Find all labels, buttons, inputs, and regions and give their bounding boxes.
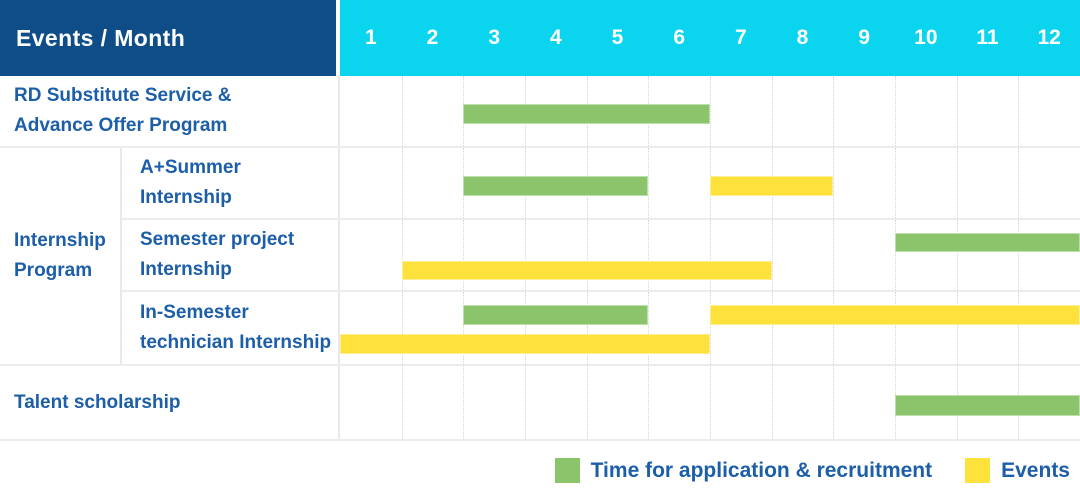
legend-swatch-application-icon	[554, 458, 580, 483]
row-label-cell: RD Substitute Service & Advance Offer Pro…	[0, 76, 340, 148]
chart-row	[340, 148, 1080, 220]
month-tick-1: 1	[364, 26, 377, 49]
month-gridline	[401, 220, 403, 290]
month-gridline	[771, 220, 773, 290]
row-label-line: Talent scholarship	[14, 391, 181, 413]
header-divider	[336, 0, 340, 76]
month-header-row: 1 2 3 4 5 6 7 8 9 10 11 12	[340, 0, 1080, 76]
row-label-line: Advance Offer Program	[14, 115, 228, 136]
month-gridline	[401, 76, 403, 146]
month-gridline	[586, 220, 588, 290]
month-gridline	[833, 148, 835, 218]
event-bar	[710, 304, 1080, 326]
month-gridline	[401, 292, 403, 364]
month-gridline	[956, 220, 958, 290]
month-gridline	[771, 76, 773, 146]
month-gridline	[648, 220, 650, 290]
month-gridline	[586, 292, 588, 364]
month-gridline	[895, 148, 896, 218]
month-gridline	[1018, 148, 1020, 218]
group-label-internship-program: Internship Program	[0, 148, 122, 366]
chart-row	[340, 366, 1080, 441]
legend-label-events: Events	[1001, 458, 1070, 482]
application-bar	[895, 232, 1080, 253]
month-tick-6: 6	[673, 26, 685, 49]
month-tick-9: 9	[858, 26, 870, 49]
month-gridline	[648, 366, 650, 439]
row-label-cell: Semester project Internship	[122, 220, 340, 292]
chart-row	[340, 220, 1080, 292]
row-label-cell: A+Summer Internship	[122, 148, 340, 220]
month-gridline	[401, 366, 403, 439]
application-bar	[895, 395, 1080, 417]
event-bar	[710, 176, 834, 197]
month-gridline	[463, 366, 465, 439]
month-gridline	[463, 220, 465, 290]
legend-swatch-events-icon	[965, 458, 991, 483]
row-label-cell: In-Semester technician Internship	[122, 292, 340, 366]
application-bar	[463, 104, 710, 125]
month-tick-10: 10	[914, 26, 938, 49]
row-label-line: Program	[14, 260, 93, 281]
month-gridline	[710, 76, 711, 146]
month-gridline	[895, 76, 896, 146]
row-label-line: Internship	[140, 259, 232, 280]
month-gridline	[956, 148, 958, 218]
page-title: Events / Month	[16, 24, 186, 51]
month-gridline	[895, 292, 896, 364]
month-gridline	[771, 366, 773, 439]
month-tick-5: 5	[611, 26, 624, 49]
month-gridline	[525, 366, 526, 439]
legend-label-application: Time for application & recruitment	[590, 458, 933, 482]
month-gridline	[833, 76, 835, 146]
month-tick-4: 4	[549, 26, 562, 49]
month-gridline	[401, 148, 403, 218]
month-gridline	[463, 292, 465, 364]
row-label-line: A+Summer	[140, 157, 241, 178]
chart-row	[340, 292, 1080, 366]
row-label-line: Internship	[14, 230, 106, 251]
row-label-line: RD Substitute Service &	[14, 85, 232, 106]
table-header: Events / Month 1 2 3 4 5 6 7 8 9 10 11 12	[0, 0, 1080, 76]
month-gridline	[525, 220, 526, 290]
chart-row	[340, 76, 1080, 148]
month-tick-11: 11	[976, 26, 999, 49]
row-label-line: Internship	[140, 187, 232, 208]
month-gridline	[1018, 76, 1020, 146]
row-label-line: Semester project	[140, 229, 295, 250]
row-label-line: technician Internship	[140, 332, 332, 353]
legend: Time for application & recruitment Event…	[0, 458, 1080, 483]
month-gridline	[648, 292, 650, 364]
row-label-line: In-Semester	[140, 302, 249, 323]
gantt-body: RD Substitute Service & Advance Offer Pro…	[0, 76, 1080, 441]
month-gridline	[710, 292, 711, 364]
month-gridline	[895, 220, 896, 290]
application-bar	[463, 176, 649, 197]
month-gridline	[1018, 220, 1020, 290]
month-gridline	[586, 366, 588, 439]
month-gridline	[710, 220, 711, 290]
month-gridline	[833, 220, 835, 290]
application-bar	[463, 304, 649, 326]
month-tick-7: 7	[734, 26, 747, 49]
month-gridline	[710, 366, 711, 439]
month-gridline	[956, 76, 958, 146]
month-gridline	[833, 292, 835, 364]
month-gridline	[1018, 292, 1020, 364]
month-gridline	[956, 292, 958, 364]
month-gridline	[648, 148, 650, 218]
event-bar	[340, 333, 710, 354]
month-tick-2: 2	[426, 26, 439, 49]
month-gridline	[833, 366, 835, 439]
row-label-cell: Talent scholarship	[0, 366, 340, 441]
events-month-header-cell: Events / Month	[0, 0, 336, 76]
event-bar	[401, 260, 772, 281]
month-gridline	[771, 292, 773, 364]
month-tick-12: 12	[1037, 26, 1061, 49]
month-tick-3: 3	[488, 26, 500, 49]
month-gridline	[525, 292, 526, 364]
month-tick-8: 8	[796, 26, 809, 49]
